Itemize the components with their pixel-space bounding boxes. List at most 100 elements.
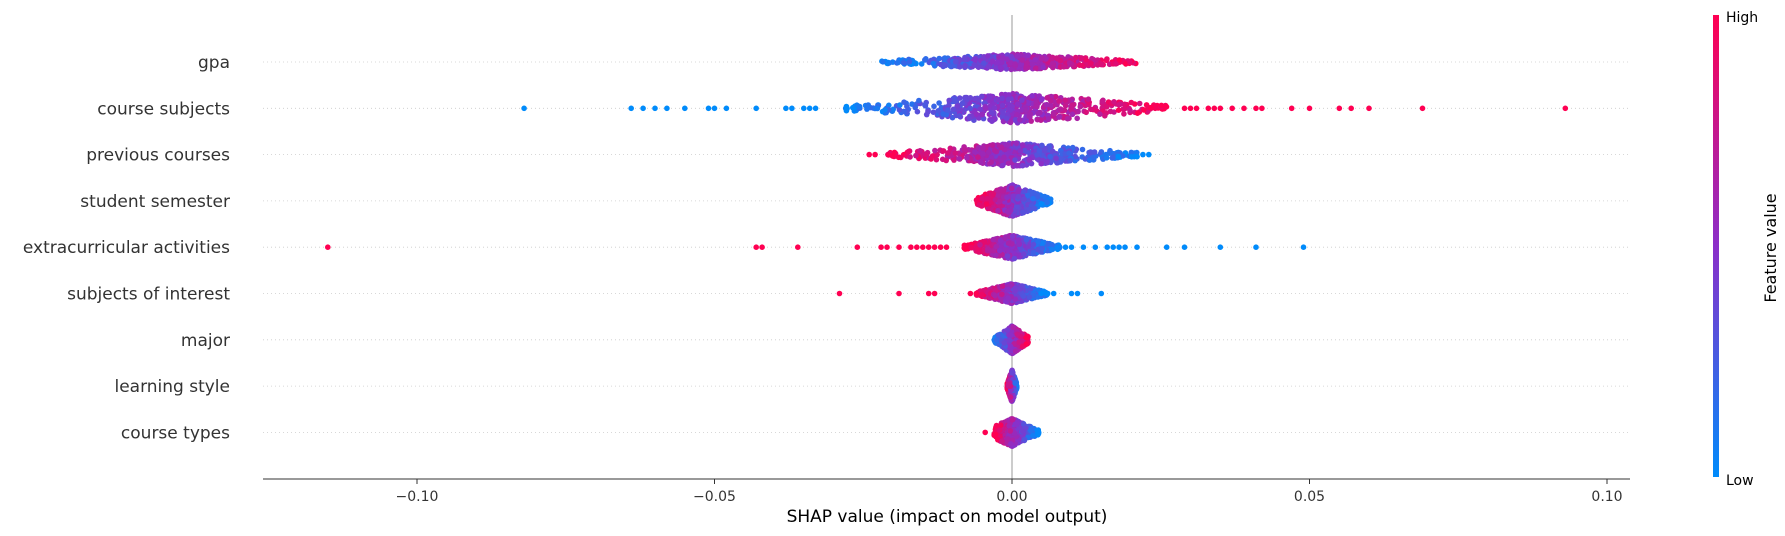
shap-point [981, 60, 987, 66]
shap-outlier-point [1074, 290, 1081, 297]
shap-point [1026, 294, 1033, 301]
shap-point [1077, 103, 1084, 110]
shap-point [941, 61, 947, 68]
shap-point [1079, 146, 1086, 153]
shap-point [1007, 394, 1014, 401]
shap-point [1027, 188, 1033, 195]
shap-point [1078, 55, 1085, 61]
shap-point [1075, 108, 1081, 115]
shap-outlier-point [325, 244, 331, 250]
feature-label: learning style [114, 377, 230, 397]
shap-point [933, 156, 940, 163]
shap-point [984, 195, 991, 202]
shap-point [1134, 149, 1140, 156]
shap-point [980, 151, 986, 157]
shap-point [1067, 157, 1073, 164]
shap-point [1047, 153, 1053, 160]
shap-outlier-point [854, 244, 861, 250]
shap-point [992, 292, 998, 299]
shap-point [1047, 97, 1054, 104]
shap-point [980, 145, 986, 151]
shap-point [1079, 62, 1086, 69]
shap-outlier-point [753, 244, 759, 250]
shap-point [1005, 142, 1011, 148]
shap-point [972, 56, 979, 62]
shap-point [1116, 102, 1122, 108]
shap-point [935, 108, 941, 114]
shap-point [882, 107, 888, 113]
shap-point [1128, 149, 1135, 156]
shap-point [1001, 154, 1007, 161]
shap-point [905, 148, 912, 155]
shap-point [1006, 337, 1013, 344]
shap-point [1099, 98, 1106, 104]
shap-point [1062, 97, 1068, 103]
shap-outlier-point [1211, 105, 1218, 112]
shap-outlier-point [908, 244, 914, 250]
shap-outlier-point [896, 290, 902, 297]
shap-point [843, 107, 850, 114]
shap-outlier-point [943, 244, 950, 250]
shap-point [901, 108, 907, 115]
shap-point [993, 337, 1000, 343]
shap-point [1083, 57, 1089, 63]
shap-point [1020, 209, 1027, 215]
shap-point [1038, 201, 1045, 207]
shap-point [968, 244, 974, 251]
shap-point [1006, 92, 1012, 98]
shap-point [1072, 157, 1078, 164]
shap-point [1120, 153, 1126, 159]
feature-row-points [521, 90, 1569, 126]
shap-outlier-point [1098, 290, 1105, 297]
shap-point [1102, 113, 1108, 119]
shap-point [997, 198, 1003, 205]
shap-point [1148, 104, 1155, 111]
shap-outlier-point [920, 244, 926, 250]
shap-point [988, 109, 995, 116]
shap-point [1015, 193, 1022, 200]
shap-outlier-point [753, 105, 759, 112]
shap-point [1057, 106, 1064, 112]
shap-point [942, 55, 948, 61]
shap-point [925, 108, 931, 115]
shap-point [1066, 150, 1072, 156]
shap-outlier-point [1253, 244, 1259, 250]
shap-point [1053, 155, 1059, 162]
shap-outlier-point [967, 290, 974, 297]
shap-point [890, 106, 896, 113]
shap-point [929, 153, 936, 159]
shap-point [971, 62, 978, 68]
feature-row-points [973, 182, 1054, 219]
shap-point [1115, 107, 1122, 113]
shap-point [1023, 107, 1029, 113]
shap-point [926, 59, 932, 66]
shap-point [1009, 233, 1016, 240]
shap-point [1017, 116, 1023, 123]
shap-point [940, 148, 947, 154]
shap-point [1115, 153, 1121, 160]
shap-point [1001, 340, 1008, 346]
shap-point [1010, 324, 1016, 331]
shap-point [997, 64, 1004, 70]
shap-outlier-point [1217, 244, 1224, 250]
shap-point [886, 102, 892, 109]
colorbar-high-label: High [1726, 10, 1758, 26]
shap-point [1049, 246, 1055, 253]
shap-point [1034, 152, 1040, 158]
shap-point [895, 154, 902, 161]
shap-point [956, 156, 962, 162]
shap-point [1020, 428, 1026, 435]
shap-outlier-point [789, 105, 795, 112]
feature-label: extracurricular activities [23, 238, 230, 258]
shap-point [1103, 155, 1110, 161]
shap-point [1010, 193, 1017, 199]
shap-point [999, 438, 1005, 444]
shap-point [1000, 55, 1006, 61]
shap-point [964, 155, 970, 161]
shap-point [885, 152, 892, 158]
shap-point [1042, 193, 1048, 200]
shap-point [1009, 417, 1016, 423]
shap-point [1005, 96, 1012, 103]
shap-outlier-point [1116, 244, 1122, 250]
shap-point [990, 191, 997, 197]
